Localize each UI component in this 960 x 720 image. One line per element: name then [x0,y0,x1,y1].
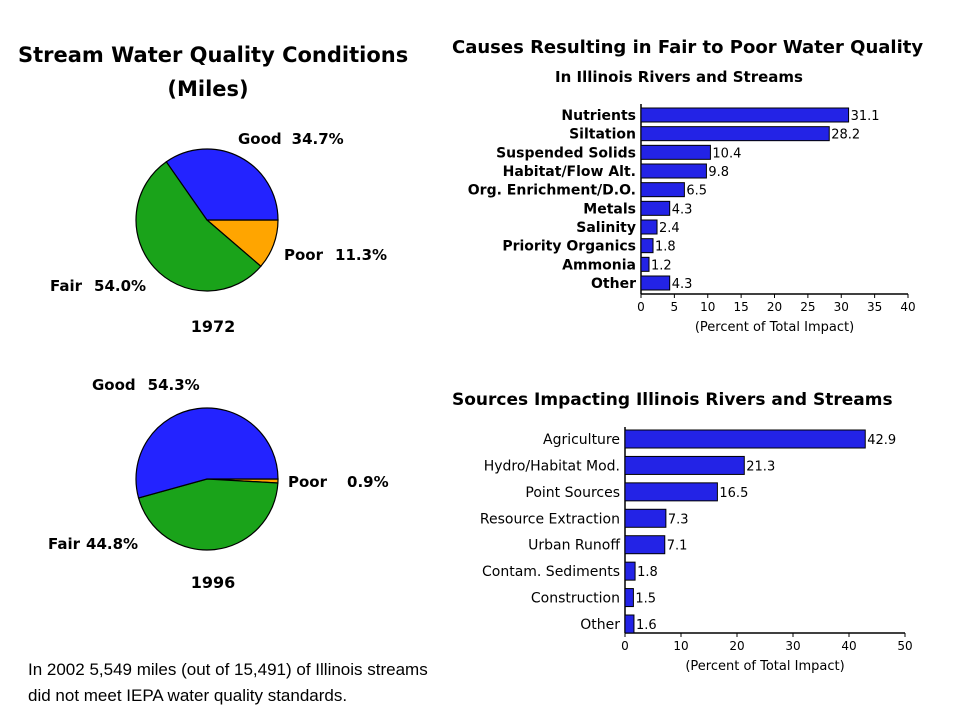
bar [640,107,850,123]
category-label: Agriculture [543,432,620,448]
value-label: 1.2 [651,258,672,273]
pie-1972-good-label: Good 34.7% [238,130,344,148]
category-label: Suspended Solids [496,145,636,161]
pie-slice-good [165,148,279,221]
bar [624,455,745,475]
category-label: Nutrients [561,108,636,124]
bar [640,200,671,216]
causes-chart-subtitle: In Illinois Rivers and Streams [555,68,803,86]
x-axis-label: (Percent of Total Impact) [695,320,854,335]
pie-title: Stream Water Quality Conditions [18,43,409,67]
bar [640,144,711,160]
pie-1996-fair-label: Fair 44.8% [48,535,138,553]
value-label: 16.5 [719,486,748,501]
bar [640,256,650,272]
category-label: Construction [531,591,620,607]
bar [624,508,667,528]
pie-1996-year: 1996 [191,573,236,592]
pie-slice-fair [135,160,262,292]
summary-note: In 2002 5,549 miles (out of 15,491) of I… [28,657,608,709]
value-label: 4.3 [672,277,693,292]
value-label: 28.2 [831,128,860,143]
value-label: 9.8 [708,165,729,180]
pie-1972-year: 1972 [191,317,236,336]
category-label: Org. Enrichment/D.O. [468,183,636,199]
x-tick-label: 0 [621,639,629,653]
value-label: 21.3 [746,459,775,474]
bar [624,614,635,634]
pie-subtitle: (Miles) [167,77,249,101]
bar [640,163,707,179]
pie-section-title: Stream Water Quality Conditions (Miles) [18,38,409,106]
value-label: 7.3 [668,512,689,527]
bar [624,482,718,502]
category-label: Resource Extraction [480,511,620,527]
category-label: Urban Runoff [528,538,620,554]
value-label: 6.5 [686,184,707,199]
category-label: Priority Organics [502,239,636,255]
sources-chart-title: Sources Impacting Illinois Rivers and St… [452,390,893,410]
value-label: 31.1 [851,109,880,124]
pie-1996-good-label: Good 54.3% [92,376,200,394]
bar [624,561,636,581]
pie-1972-fair-label: Fair 54.0% [50,277,146,295]
category-label: Point Sources [525,485,620,501]
bar [624,588,634,608]
category-label: Metals [583,201,636,217]
summary-note-line-1: In 2002 5,549 miles (out of 15,491) of I… [28,660,428,679]
category-label: Hydro/Habitat Mod. [484,458,620,474]
category-label: Other [580,617,620,633]
bar [640,275,671,291]
x-axis-label: (Percent of Total Impact) [685,659,844,674]
bar [640,219,658,235]
x-tick-label: 50 [897,639,912,653]
x-tick-label: 40 [841,639,856,653]
pie-slice-good [135,407,279,499]
bar [624,429,866,449]
causes-chart-title: Causes Resulting in Fair to Poor Water Q… [452,37,924,58]
value-label: 42.9 [867,433,896,448]
x-tick-label: 0 [637,300,645,314]
value-label: 7.1 [667,539,688,554]
bar [640,238,654,254]
category-label: Habitat/Flow Alt. [503,164,636,180]
summary-note-line-2: did not meet IEPA water quality standard… [28,686,348,705]
category-label: Salinity [576,220,636,236]
value-label: 1.8 [637,565,658,580]
bar [640,126,830,142]
x-tick-label: 40 [900,300,915,314]
pie-1996-slices [135,407,279,551]
x-tick-label: 15 [733,300,748,314]
value-label: 1.5 [635,592,656,607]
value-label: 10.4 [712,146,741,161]
x-tick-label: 30 [834,300,849,314]
category-label: Contam. Sediments [482,564,620,580]
category-label: Other [591,276,636,292]
value-label: 4.3 [672,202,693,217]
bar [624,535,666,555]
x-tick-label: 20 [767,300,782,314]
x-tick-label: 25 [800,300,815,314]
category-label: Ammonia [562,257,636,273]
category-label: Siltation [569,127,636,143]
x-tick-label: 35 [867,300,882,314]
value-label: 1.6 [636,618,657,633]
x-tick-label: 10 [673,639,688,653]
pie-1996-poor-label: Poor 0.9% [288,473,389,491]
x-tick-label: 5 [671,300,679,314]
value-label: 2.4 [659,221,680,236]
pie-1972-poor-label: Poor 11.3% [284,246,387,264]
x-tick-label: 10 [700,300,715,314]
x-tick-label: 20 [729,639,744,653]
pie-1972-slices [135,148,279,292]
pie-slice-fair [137,478,279,551]
x-tick-label: 30 [785,639,800,653]
bar [640,182,685,198]
value-label: 1.8 [655,240,676,255]
